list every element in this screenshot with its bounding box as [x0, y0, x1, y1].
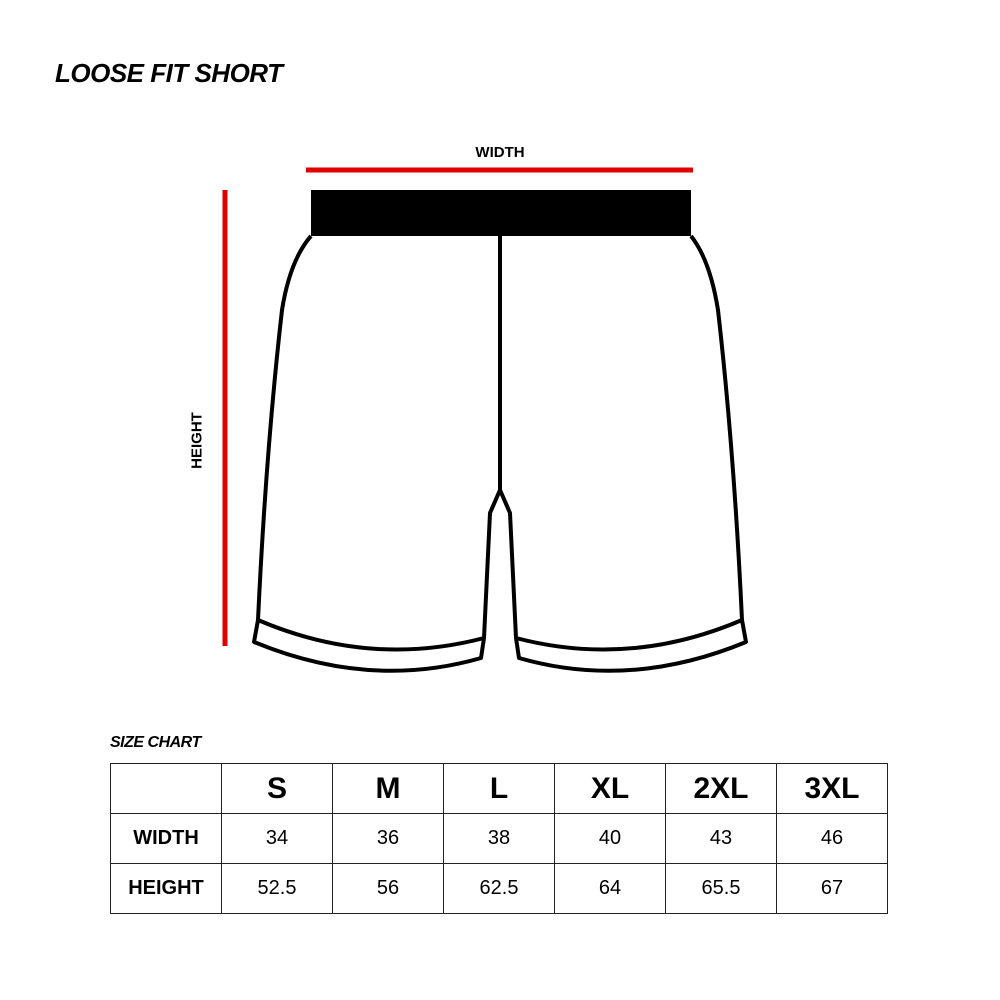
- cell: 62.5: [443, 863, 555, 914]
- row-label: WIDTH: [110, 813, 222, 864]
- cell: 46: [776, 813, 888, 864]
- size-header: S: [221, 763, 333, 814]
- waistband: [311, 190, 691, 236]
- size-header: XL: [554, 763, 666, 814]
- table-row: WIDTH 34 36 38 40 43 46: [110, 813, 888, 864]
- width-label: WIDTH: [475, 144, 525, 161]
- size-header: 3XL: [776, 763, 888, 814]
- row-label: HEIGHT: [110, 863, 222, 914]
- size-header: M: [332, 763, 444, 814]
- cell: 56: [332, 863, 444, 914]
- size-header: L: [443, 763, 555, 814]
- cell: 65.5: [665, 863, 777, 914]
- right-hem: [515, 618, 743, 652]
- right-leg: [498, 234, 748, 673]
- cell: 52.5: [221, 863, 333, 914]
- table-header-row: S M L XL 2XL 3XL: [110, 763, 888, 814]
- corner-cell: [110, 763, 222, 814]
- cell: 67: [776, 863, 888, 914]
- cell: 34: [221, 813, 333, 864]
- cell: 64: [554, 863, 666, 914]
- cell: 43: [665, 813, 777, 864]
- cell: 38: [443, 813, 555, 864]
- page-title: LOOSE FIT SHORT: [55, 58, 283, 88]
- table-row: HEIGHT 52.5 56 62.5 64 65.5 67: [110, 863, 888, 914]
- left-hem: [257, 618, 485, 652]
- size-chart-table: S M L XL 2XL 3XL WIDTH 34 36 38 40 43 46…: [110, 763, 888, 914]
- cell: 36: [332, 813, 444, 864]
- height-label: HEIGHT: [188, 412, 206, 469]
- cell: 40: [554, 813, 666, 864]
- size-header: 2XL: [665, 763, 777, 814]
- shorts-outline: [252, 190, 748, 673]
- size-chart-title: SIZE CHART: [110, 734, 201, 751]
- left-leg: [252, 234, 502, 673]
